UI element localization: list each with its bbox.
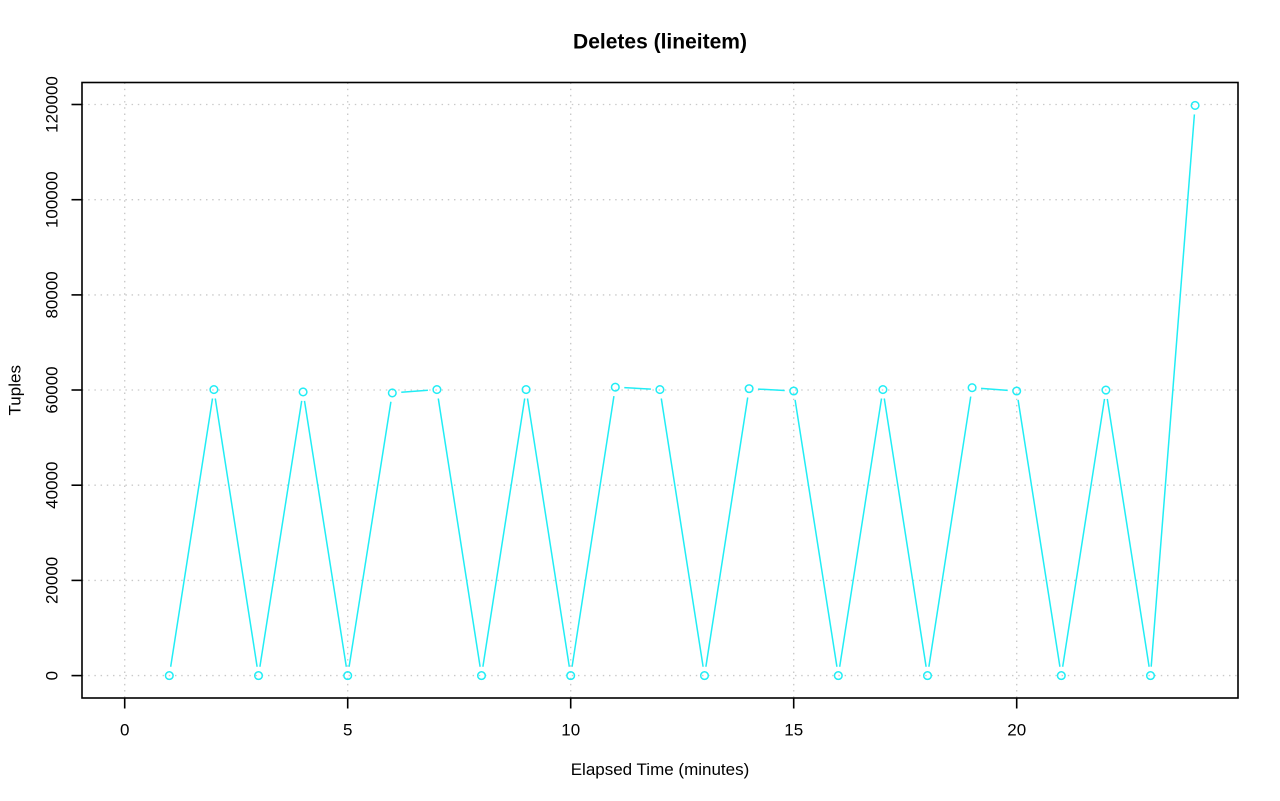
svg-text:40000: 40000 bbox=[43, 462, 62, 509]
svg-text:120000: 120000 bbox=[43, 76, 62, 133]
svg-text:10: 10 bbox=[561, 721, 580, 740]
svg-text:20: 20 bbox=[1007, 721, 1026, 740]
svg-text:Elapsed Time (minutes): Elapsed Time (minutes) bbox=[571, 760, 750, 779]
svg-text:Deletes (lineitem): Deletes (lineitem) bbox=[573, 30, 747, 53]
svg-text:80000: 80000 bbox=[43, 271, 62, 318]
svg-text:100000: 100000 bbox=[43, 171, 62, 228]
svg-text:5: 5 bbox=[343, 721, 352, 740]
svg-text:Tuples: Tuples bbox=[6, 365, 25, 415]
svg-text:60000: 60000 bbox=[43, 366, 62, 413]
svg-text:20000: 20000 bbox=[43, 557, 62, 604]
svg-text:0: 0 bbox=[120, 721, 129, 740]
svg-text:15: 15 bbox=[784, 721, 803, 740]
svg-text:0: 0 bbox=[43, 671, 62, 680]
